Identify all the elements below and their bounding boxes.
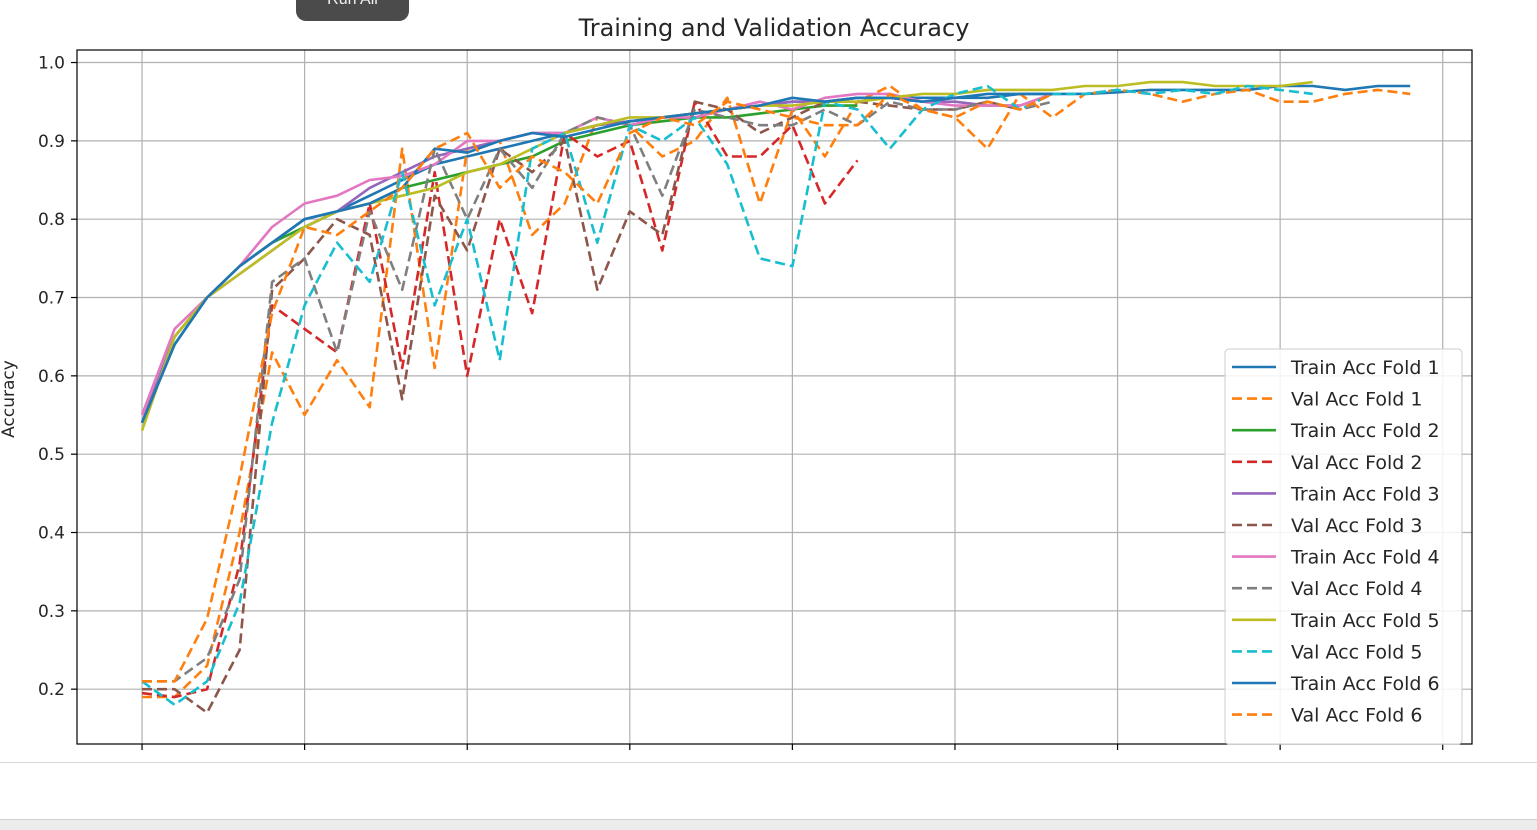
legend-label: Val Acc Fold 6 bbox=[1291, 705, 1422, 727]
legend-label: Train Acc Fold 6 bbox=[1290, 673, 1440, 695]
legend-label: Val Acc Fold 1 bbox=[1291, 389, 1422, 411]
chart-title: Training and Validation Accuracy bbox=[578, 14, 970, 42]
plot-frame bbox=[76, 49, 1473, 745]
series-line-3 bbox=[140, 104, 858, 424]
series-line-4 bbox=[141, 100, 859, 699]
run-all-button[interactable]: Run All bbox=[296, 0, 409, 21]
y-axis-label: Accuracy bbox=[0, 360, 19, 438]
y-tick-label: 0.2 bbox=[38, 680, 65, 700]
legend-label: Train Acc Fold 2 bbox=[1290, 420, 1440, 442]
y-tick-label: 0.3 bbox=[38, 602, 65, 622]
y-tick-label: 0.8 bbox=[38, 210, 65, 230]
horizontal-scrollbar[interactable] bbox=[0, 819, 1537, 830]
output-area-bottom bbox=[0, 762, 1537, 830]
series-line-11 bbox=[140, 92, 1053, 424]
legend-label: Val Acc Fold 4 bbox=[1291, 578, 1422, 600]
series-line-6 bbox=[142, 100, 1021, 715]
series-line-5 bbox=[140, 96, 1020, 424]
y-tick-label: 0.5 bbox=[38, 445, 65, 465]
y-tick-label: 0.6 bbox=[38, 367, 65, 387]
legend-label: Val Acc Fold 5 bbox=[1291, 641, 1422, 663]
y-tick-label: 0.7 bbox=[38, 289, 65, 309]
series-line-2 bbox=[142, 84, 1411, 699]
legend-box bbox=[1224, 348, 1463, 745]
series-line-8 bbox=[142, 100, 1053, 683]
legend-label: Train Acc Fold 4 bbox=[1290, 547, 1440, 569]
y-tick-label: 0.9 bbox=[38, 132, 65, 152]
legend-label: Train Acc Fold 5 bbox=[1290, 610, 1440, 632]
series-line-9 bbox=[140, 80, 1313, 432]
series-line-10 bbox=[141, 84, 1313, 707]
legend-label: Val Acc Fold 2 bbox=[1291, 452, 1422, 474]
y-tick-label: 0.4 bbox=[38, 524, 65, 544]
series-line-12 bbox=[142, 92, 1054, 683]
legend-label: Val Acc Fold 3 bbox=[1291, 515, 1422, 537]
legend-label: Train Acc Fold 1 bbox=[1290, 357, 1440, 379]
y-tick-label: 1.0 bbox=[38, 54, 65, 74]
legend-label: Train Acc Fold 3 bbox=[1290, 483, 1440, 505]
